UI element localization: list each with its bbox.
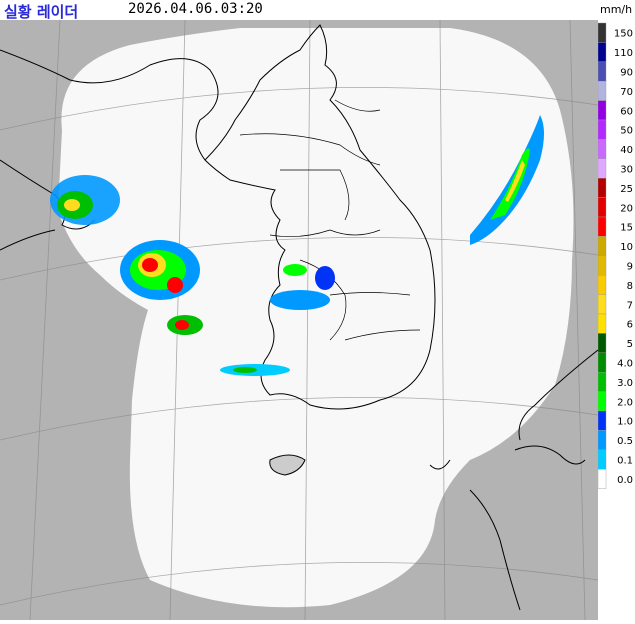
legend-label: 110: [614, 48, 633, 59]
legend-swatch: [597, 197, 607, 218]
legend-swatch: [597, 333, 607, 353]
legend-swatch: [597, 236, 607, 256]
legend-label: 20: [620, 203, 633, 214]
legend-label: 25: [620, 184, 633, 195]
radar-map: [0, 20, 598, 620]
japan-coast: [429, 349, 598, 611]
legend-swatch: [597, 61, 607, 82]
legend-label: 50: [620, 126, 633, 137]
legend-label: 60: [620, 106, 633, 117]
legend-swatch: [597, 216, 607, 237]
legend-label: 30: [620, 165, 633, 176]
legend-swatch: [597, 274, 607, 295]
legend-swatch: [597, 177, 607, 198]
legend-label: 10: [620, 242, 633, 253]
province-boundaries: [239, 99, 421, 341]
legend-swatch: [597, 100, 607, 121]
legend-label: 70: [620, 87, 633, 98]
header: 실황 레이더 2026.04.06.03:20 mm/h: [0, 0, 635, 21]
coverage-area: [58, 28, 574, 608]
legend-swatch: [597, 391, 607, 412]
legend-swatch: [597, 255, 607, 276]
legend-label: 2.0: [617, 397, 633, 408]
legend-swatch: [597, 410, 607, 431]
legend-swatch: [597, 313, 607, 334]
legend-swatch: [597, 42, 607, 62]
legend-label: 15: [620, 223, 633, 234]
legend-swatch: [597, 469, 607, 489]
legend-label: 6: [627, 320, 633, 331]
legend-label: 1.0: [617, 417, 633, 428]
legend-swatch: [597, 372, 607, 392]
legend-swatch: [597, 81, 607, 101]
legend-label: 4.0: [617, 359, 633, 370]
legend-swatch: [597, 22, 607, 43]
legend-swatch: [597, 430, 607, 450]
legend-label: 9: [627, 262, 633, 273]
legend-label: 3.0: [617, 378, 633, 389]
timestamp: 2026.04.06.03:20: [128, 1, 263, 17]
legend-label: 5: [627, 339, 633, 350]
unit-label: mm/h: [600, 3, 633, 16]
legend-label: 40: [620, 145, 633, 156]
coastlines: [0, 24, 436, 476]
legend-swatch: [597, 449, 607, 470]
legend-swatch: [597, 158, 607, 179]
legend-label: 150: [614, 29, 633, 40]
legend-label: 0.5: [617, 436, 633, 447]
legend-label: 0.0: [617, 475, 633, 486]
precipitation-legend: 150 110 90 70 60 50 40 30 25 20 15 10 9 8 7 6 5 4.0 3.0 2.0…: [597, 20, 635, 620]
legend-swatch: [597, 139, 607, 160]
legend-label: 90: [620, 68, 633, 79]
legend-scale: 150 110 90 70 60 50 40 30 25 20 15 10 9 8 7 6 5 4.0 3.0 2.0…: [597, 22, 633, 489]
radar-echoes: [50, 115, 544, 376]
legend-swatch: [597, 294, 607, 315]
legend-swatch: [597, 119, 607, 140]
page-title: 실황 레이더: [4, 3, 79, 21]
legend-label: 0.1: [617, 456, 633, 467]
legend-swatch: [597, 352, 607, 373]
legend-label: 8: [627, 281, 633, 292]
legend-label: 7: [627, 300, 633, 311]
